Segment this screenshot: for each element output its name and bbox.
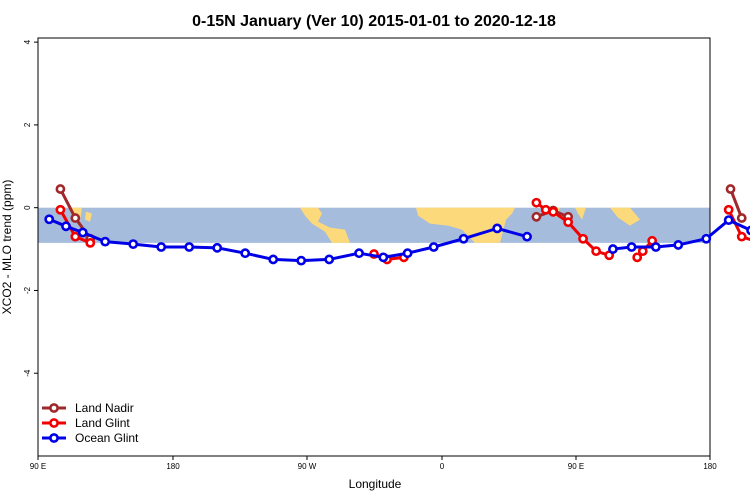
data-point — [324, 254, 335, 265]
x-tick-label: 90 E — [30, 462, 46, 471]
x-tick-label: 0 — [440, 462, 445, 471]
legend-marker — [49, 433, 59, 443]
data-point — [428, 242, 439, 252]
legend-item: Land Glint — [42, 416, 130, 430]
legend-marker — [49, 418, 59, 428]
data-point — [701, 233, 712, 244]
legend-label: Land Nadir — [75, 401, 134, 415]
data-point — [637, 246, 648, 257]
y-axis: 4 2 0 -2 -4 — [23, 39, 38, 377]
data-point — [402, 248, 413, 259]
legend-marker — [49, 403, 59, 413]
data-point — [184, 242, 195, 252]
data-point — [746, 225, 750, 236]
data-point — [673, 240, 684, 250]
data-point — [736, 213, 747, 223]
land-shape — [85, 211, 92, 222]
x-axis-label: Longitude — [349, 477, 402, 491]
legend-label: Ocean Glint — [75, 431, 139, 445]
y-tick-label: 4 — [23, 39, 32, 44]
data-point — [531, 197, 542, 208]
data-point — [128, 239, 139, 250]
data-point — [458, 233, 469, 244]
data-point — [540, 204, 551, 215]
data-point — [100, 236, 111, 247]
data-point — [70, 213, 81, 223]
data-point — [55, 184, 66, 194]
legend-item: Land Nadir — [42, 401, 134, 415]
x-axis: 90 E 180 90 W 0 90 E 180 — [30, 456, 717, 471]
data-point — [531, 211, 542, 222]
y-tick-label: -2 — [23, 286, 32, 294]
y-axis-label: XCO2 - MLO trend (ppm) — [0, 180, 14, 315]
data-point — [55, 204, 66, 215]
x-tick-label: 180 — [166, 462, 180, 471]
data-point — [61, 221, 71, 232]
data-point — [548, 206, 559, 217]
data-point — [44, 214, 55, 225]
data-point — [578, 233, 588, 244]
series-ocean-glint — [44, 214, 750, 266]
data-point — [378, 252, 389, 263]
data-point — [296, 255, 307, 266]
data-point — [563, 217, 574, 228]
x-tick-label: 180 — [703, 462, 717, 471]
data-point — [725, 184, 736, 194]
legend-label: Land Glint — [75, 416, 130, 430]
y-tick-label: 2 — [23, 122, 32, 127]
data-point — [354, 248, 364, 259]
series-line — [729, 188, 744, 219]
data-point — [522, 231, 532, 242]
data-point — [85, 237, 96, 248]
data-point — [240, 248, 251, 259]
data-point — [591, 246, 602, 257]
data-point — [156, 242, 167, 252]
data-point — [212, 242, 223, 253]
data-point — [723, 204, 734, 215]
data-point — [77, 227, 88, 238]
x-tick-label: 90 W — [298, 462, 317, 471]
data-point — [723, 215, 734, 225]
data-point — [70, 231, 81, 242]
land-shape — [575, 207, 586, 220]
data-point — [650, 242, 661, 252]
data-point — [626, 242, 637, 252]
plot-frame — [37, 37, 711, 457]
data-band — [38, 207, 710, 243]
data-point — [268, 254, 279, 265]
land-masses — [72, 207, 640, 243]
data-point — [632, 252, 643, 263]
y-tick-label: -4 — [23, 369, 32, 377]
series-layer — [44, 184, 750, 266]
ocean-band — [38, 207, 710, 243]
land-shape — [416, 207, 515, 243]
legend-item: Ocean Glint — [42, 431, 139, 445]
x-tick-label: 90 E — [568, 462, 584, 471]
data-point — [492, 223, 503, 234]
land-shape — [300, 207, 350, 243]
land-shape — [610, 207, 640, 226]
y-tick-label: 0 — [23, 205, 32, 210]
data-point — [736, 231, 747, 242]
chart-title: 0-15N January (Ver 10) 2015-01-01 to 202… — [192, 13, 556, 30]
data-point — [608, 244, 618, 254]
